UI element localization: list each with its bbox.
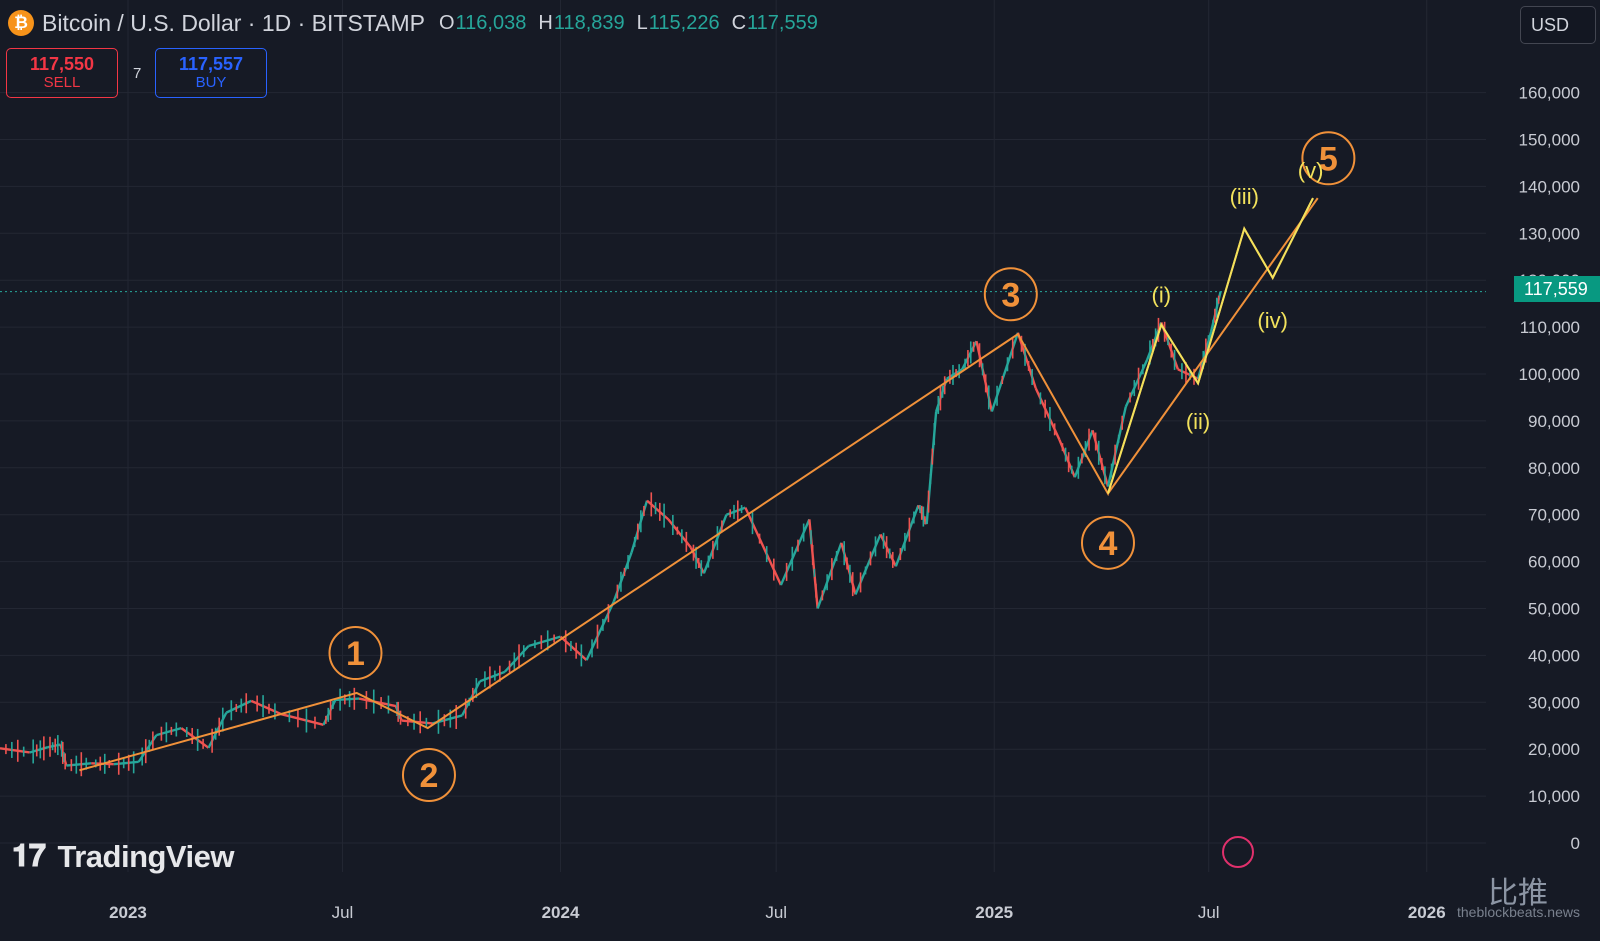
wave-label-minor: (iv) bbox=[1257, 308, 1288, 333]
y-tick-label: 110,000 bbox=[1520, 318, 1580, 337]
price-segment bbox=[528, 635, 561, 648]
price-segment bbox=[779, 518, 811, 586]
wave-label-minor: (i) bbox=[1152, 282, 1172, 307]
price-segment bbox=[1124, 359, 1149, 408]
price-segment bbox=[646, 499, 670, 521]
y-tick-label: 20,000 bbox=[1528, 740, 1580, 759]
price-segment bbox=[667, 518, 692, 549]
buy-button[interactable]: 117,557 BUY bbox=[155, 48, 267, 98]
price-segment bbox=[744, 507, 783, 586]
wave-label-major: 5 bbox=[1319, 140, 1338, 178]
bitcoin-icon: ₿ bbox=[8, 10, 34, 36]
y-tick-label: 80,000 bbox=[1528, 459, 1580, 478]
price-segment bbox=[479, 670, 506, 683]
wave-label-minor: (ii) bbox=[1186, 409, 1210, 434]
price-segment bbox=[0, 747, 30, 754]
tradingview-logo-text: TradingView bbox=[57, 838, 235, 874]
price-segment bbox=[990, 332, 1020, 412]
price-segment bbox=[585, 600, 615, 661]
price-segment bbox=[250, 699, 282, 716]
price-segment bbox=[1073, 429, 1094, 478]
price-segment bbox=[559, 635, 588, 661]
y-tick-label: 0 bbox=[1571, 834, 1580, 853]
y-tick-label: 40,000 bbox=[1528, 646, 1580, 665]
sell-button[interactable]: 117,550 SELL bbox=[6, 48, 118, 98]
tradingview-logo-icon: 𝟏𝟕 bbox=[12, 838, 46, 873]
symbol-title[interactable]: Bitcoin / U.S. Dollar · 1D · BITSTAMP bbox=[42, 9, 425, 36]
price-segment bbox=[854, 533, 882, 595]
y-tick-label: 130,000 bbox=[1519, 224, 1580, 243]
price-segment bbox=[156, 726, 182, 737]
sell-price: 117,550 bbox=[29, 54, 95, 74]
x-tick-label: 2025 bbox=[975, 903, 1013, 922]
price-segment bbox=[137, 734, 158, 763]
price-segment bbox=[280, 712, 324, 726]
y-tick-label: 60,000 bbox=[1528, 553, 1580, 572]
wave-label-major: 1 bbox=[346, 635, 365, 673]
x-tick-label: Jul bbox=[332, 903, 354, 922]
y-tick-label: 140,000 bbox=[1519, 177, 1580, 196]
price-segment bbox=[702, 514, 728, 574]
watermark-brand: 比推 bbox=[1488, 876, 1548, 911]
buy-label: BUY bbox=[195, 74, 227, 91]
y-tick-label: 70,000 bbox=[1528, 506, 1580, 525]
ohlc-high: H118,839 bbox=[538, 11, 625, 34]
wave-label-circle bbox=[983, 267, 1038, 322]
price-segment bbox=[725, 506, 746, 516]
wave-label-minor: (v) bbox=[1298, 158, 1324, 183]
x-tick-label: 2024 bbox=[542, 903, 580, 922]
ohlc-close: C117,559 bbox=[731, 11, 818, 34]
wave-label-circle bbox=[1301, 131, 1356, 186]
wave-label-major: 2 bbox=[420, 757, 439, 795]
price-segment bbox=[66, 762, 92, 767]
price-segment bbox=[113, 760, 139, 766]
y-tick-label: 90,000 bbox=[1528, 412, 1580, 431]
y-tick-label: 10,000 bbox=[1528, 787, 1580, 806]
x-tick-label: Jul bbox=[765, 903, 787, 922]
y-tick-label: 150,000 bbox=[1519, 131, 1580, 150]
wave-label-circle bbox=[328, 626, 383, 681]
sell-label: SELL bbox=[43, 74, 81, 91]
last-price-tag: 117,559 bbox=[1514, 276, 1600, 302]
wave-line-orange-channel bbox=[1107, 197, 1319, 495]
watermark-site: theblockbeats.news bbox=[1457, 904, 1580, 920]
price-segment bbox=[29, 746, 48, 754]
y-tick-label: 160,000 bbox=[1519, 84, 1580, 103]
tradingview-logo: 𝟏𝟕 TradingView bbox=[12, 838, 235, 875]
price-segment bbox=[1034, 387, 1061, 441]
x-tick-label: 2023 bbox=[109, 903, 147, 922]
y-tick-label: 100,000 bbox=[1519, 365, 1580, 384]
ohlc-open: O116,038 bbox=[438, 11, 527, 34]
price-segment bbox=[816, 542, 843, 609]
chart-header: ₿ Bitcoin / U.S. Dollar · 1D · BITSTAMP … bbox=[8, 6, 830, 40]
price-segment bbox=[225, 699, 252, 714]
spread-value: 7 bbox=[133, 65, 142, 82]
x-tick-label: 2026 bbox=[1408, 903, 1446, 922]
y-tick-label: 30,000 bbox=[1528, 693, 1580, 712]
y-tick-label: 50,000 bbox=[1528, 600, 1580, 619]
wave-label-minor: (iii) bbox=[1230, 184, 1259, 209]
wave-label-major: 4 bbox=[1099, 525, 1118, 563]
buy-price: 117,557 bbox=[178, 54, 244, 74]
currency-selector[interactable]: USD bbox=[1520, 6, 1596, 44]
lightning-icon bbox=[1222, 836, 1254, 868]
wave-label-circle bbox=[1080, 515, 1135, 570]
wave-line-subwave bbox=[1107, 197, 1314, 494]
wave-label-major: 3 bbox=[1001, 276, 1020, 314]
x-tick-label: Jul bbox=[1198, 903, 1220, 922]
wave-label-circle bbox=[401, 747, 456, 802]
ohlc-low: L115,226 bbox=[636, 11, 720, 34]
wave-line-orange bbox=[79, 197, 1314, 772]
